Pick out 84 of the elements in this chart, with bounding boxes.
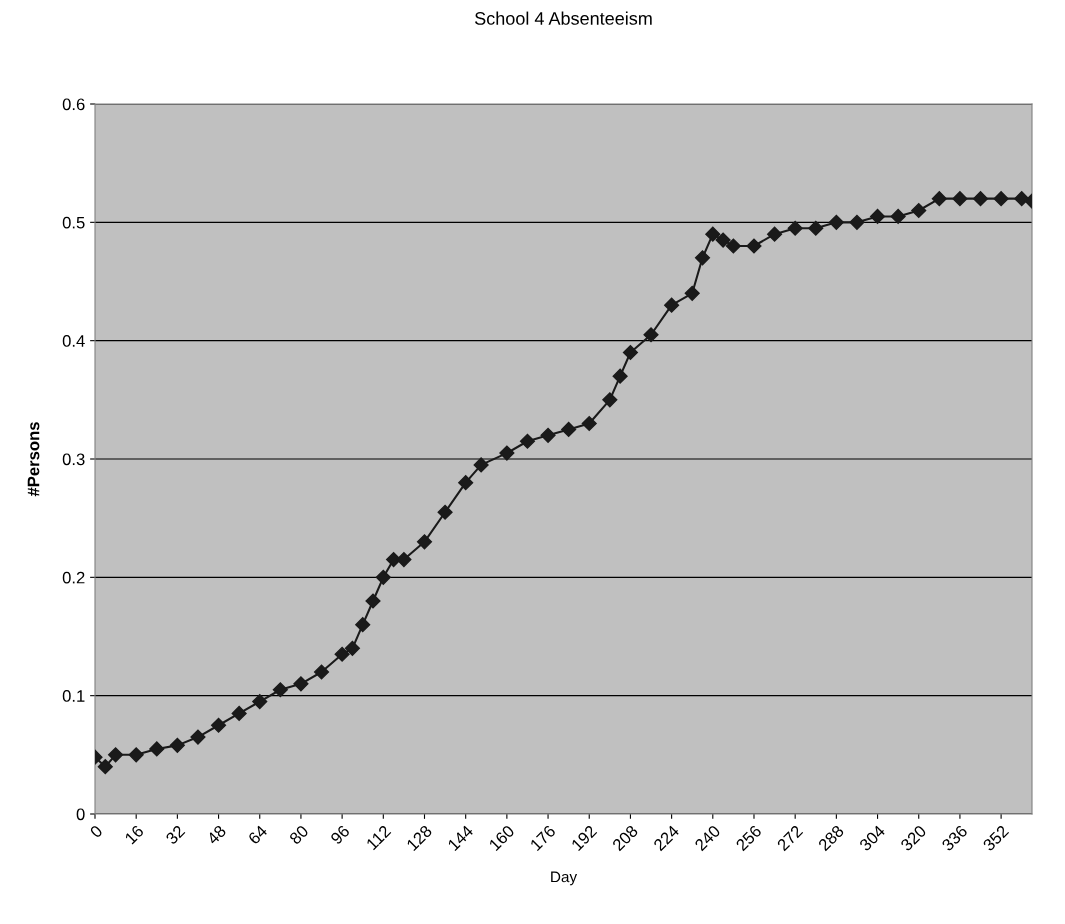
y-tick-label: 0.2 <box>62 571 85 584</box>
x-tick-label: 320 <box>899 824 927 852</box>
point <box>272 682 288 698</box>
point <box>313 664 330 680</box>
point <box>993 191 1009 207</box>
x-tick-label: 208 <box>611 824 639 852</box>
point <box>952 191 968 207</box>
x-axis-title: Day <box>551 871 578 886</box>
point <box>869 208 886 224</box>
x-tick-label: 80 <box>288 824 310 845</box>
y-tick-label: 0.6 <box>62 98 85 111</box>
x-tick-label: 352 <box>982 824 1010 852</box>
point <box>828 214 844 230</box>
point <box>252 694 268 710</box>
x-tick-label: 96 <box>329 824 351 845</box>
point <box>355 617 371 633</box>
point <box>808 220 824 236</box>
x-tick-label: 288 <box>817 824 845 852</box>
x-tick-label: 224 <box>652 824 680 852</box>
point <box>293 676 309 692</box>
point <box>849 214 865 230</box>
point <box>375 569 391 585</box>
point <box>108 747 124 763</box>
point <box>473 457 489 473</box>
x-tick-label: 256 <box>735 824 763 852</box>
x-tick-label: 32 <box>165 824 186 846</box>
x-tick-label: 240 <box>694 824 721 852</box>
x-tick-label: 144 <box>447 824 474 852</box>
point <box>169 737 185 753</box>
point <box>612 368 628 384</box>
point <box>437 504 453 520</box>
point <box>499 445 515 461</box>
point <box>344 640 360 656</box>
x-tick-label: 272 <box>776 824 804 852</box>
x-tick-label: 160 <box>488 824 516 852</box>
y-tick-label: 0 <box>76 808 85 821</box>
point <box>643 327 659 343</box>
point <box>365 593 381 609</box>
point <box>705 226 721 242</box>
point <box>458 475 474 491</box>
point <box>787 220 803 236</box>
point <box>767 226 783 242</box>
x-tick-label: 16 <box>124 824 145 845</box>
point <box>149 741 165 757</box>
point <box>715 232 731 248</box>
point <box>684 285 700 301</box>
point <box>210 717 227 733</box>
y-axis-title: #Persons <box>27 422 40 497</box>
x-tick-label: 304 <box>858 824 886 852</box>
point <box>190 729 206 745</box>
point <box>561 421 577 437</box>
point <box>334 646 350 662</box>
y-tick-label: 0.3 <box>62 453 85 466</box>
point <box>694 250 711 266</box>
point <box>396 552 412 568</box>
y-tick-label: 0.1 <box>62 690 85 702</box>
point <box>416 534 433 550</box>
point <box>540 427 556 443</box>
x-tick-label: 64 <box>247 824 269 845</box>
point <box>519 433 536 449</box>
point <box>664 297 680 313</box>
x-tick-label: 192 <box>570 824 598 852</box>
point <box>622 344 638 361</box>
point <box>972 191 989 207</box>
chart-title: School 4 Absenteeism <box>474 11 652 25</box>
x-tick-label: 112 <box>365 824 392 851</box>
point <box>128 747 144 763</box>
x-tick-label: 0 <box>89 824 104 839</box>
point <box>602 392 618 408</box>
x-tick-label: 336 <box>941 824 969 852</box>
point <box>911 202 927 219</box>
point <box>1014 191 1030 207</box>
point <box>231 705 247 721</box>
point <box>746 238 762 254</box>
point <box>890 208 906 224</box>
y-tick-label: 0.5 <box>62 216 85 229</box>
y-tick-label: 0.4 <box>62 335 85 347</box>
point <box>725 238 741 254</box>
x-tick-label: 128 <box>406 824 433 852</box>
x-tick-label: 176 <box>529 824 557 852</box>
x-tick-label: 48 <box>206 824 227 846</box>
point <box>97 759 113 775</box>
point <box>581 415 597 432</box>
point <box>931 191 947 207</box>
